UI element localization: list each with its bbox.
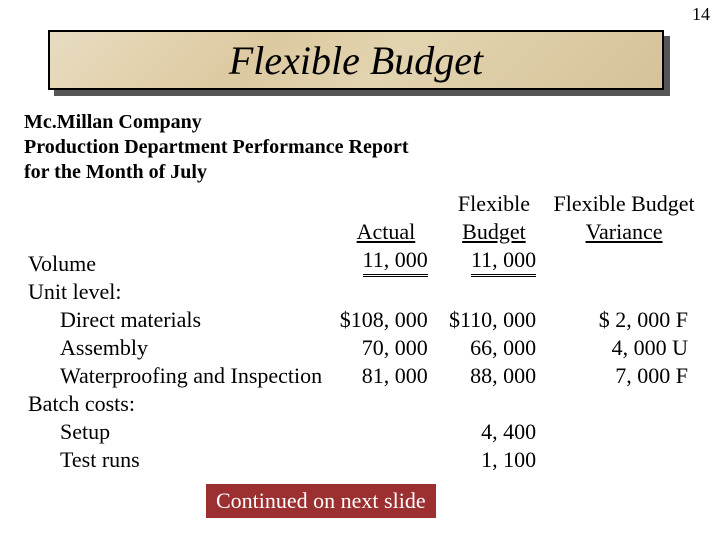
title-text: Flexible Budget	[229, 37, 483, 84]
col-flex-budget-bottom: Budget	[440, 218, 548, 246]
batch-costs-label: Batch costs:	[24, 390, 332, 418]
col-flex-var-top: Flexible Budget	[548, 190, 700, 218]
title-box: Flexible Budget	[48, 30, 664, 90]
row-setup: Setup 4, 400	[24, 418, 700, 446]
report-header: Mc.Millan Company Production Department …	[24, 110, 409, 185]
volume-variance	[548, 246, 700, 278]
row-waterproofing: Waterproofing and Inspection 81, 000 88,…	[24, 362, 700, 390]
table-header-row-1: Flexible Flexible Budget	[24, 190, 700, 218]
tr-budget: 1, 100	[440, 446, 548, 474]
tr-label: Test runs	[24, 446, 332, 474]
col-flex-budget-top: Flexible	[440, 190, 548, 218]
tr-actual	[332, 446, 440, 474]
row-direct-materials: Direct materials $108, 000 $110, 000 $ 2…	[24, 306, 700, 334]
continued-banner: Continued on next slide	[206, 484, 436, 518]
asm-actual: 70, 000	[332, 334, 440, 362]
asm-variance: 4, 000 U	[548, 334, 700, 362]
setup-variance	[548, 418, 700, 446]
row-test-runs: Test runs 1, 100	[24, 446, 700, 474]
col-actual: Actual	[332, 218, 440, 246]
setup-budget: 4, 400	[440, 418, 548, 446]
wp-variance: 7, 000 F	[548, 362, 700, 390]
header-line-3: for the Month of July	[24, 160, 409, 185]
dm-actual: $108, 000	[332, 306, 440, 334]
wp-budget: 88, 000	[440, 362, 548, 390]
dm-budget: $110, 000	[440, 306, 548, 334]
wp-label: Waterproofing and Inspection	[24, 362, 332, 390]
volume-budget: 11, 000	[440, 246, 548, 278]
tr-variance	[548, 446, 700, 474]
asm-label: Assembly	[24, 334, 332, 362]
performance-table: Flexible Flexible Budget Actual Budget V…	[24, 190, 700, 474]
header-line-2: Production Department Performance Report	[24, 135, 409, 160]
volume-actual: 11, 000	[332, 246, 440, 278]
table-header-row-2: Actual Budget Variance	[24, 218, 700, 246]
row-assembly: Assembly 70, 000 66, 000 4, 000 U	[24, 334, 700, 362]
volume-label: Volume	[24, 246, 332, 278]
dm-variance: $ 2, 000 F	[548, 306, 700, 334]
page-number: 14	[692, 4, 710, 25]
setup-label: Setup	[24, 418, 332, 446]
setup-actual	[332, 418, 440, 446]
wp-actual: 81, 000	[332, 362, 440, 390]
header-line-1: Mc.Millan Company	[24, 110, 409, 135]
unit-level-label: Unit level:	[24, 278, 332, 306]
asm-budget: 66, 000	[440, 334, 548, 362]
row-volume: Volume 11, 000 11, 000	[24, 246, 700, 278]
col-flex-var-bottom: Variance	[548, 218, 700, 246]
row-unit-level: Unit level:	[24, 278, 700, 306]
row-batch-costs: Batch costs:	[24, 390, 700, 418]
dm-label: Direct materials	[24, 306, 332, 334]
